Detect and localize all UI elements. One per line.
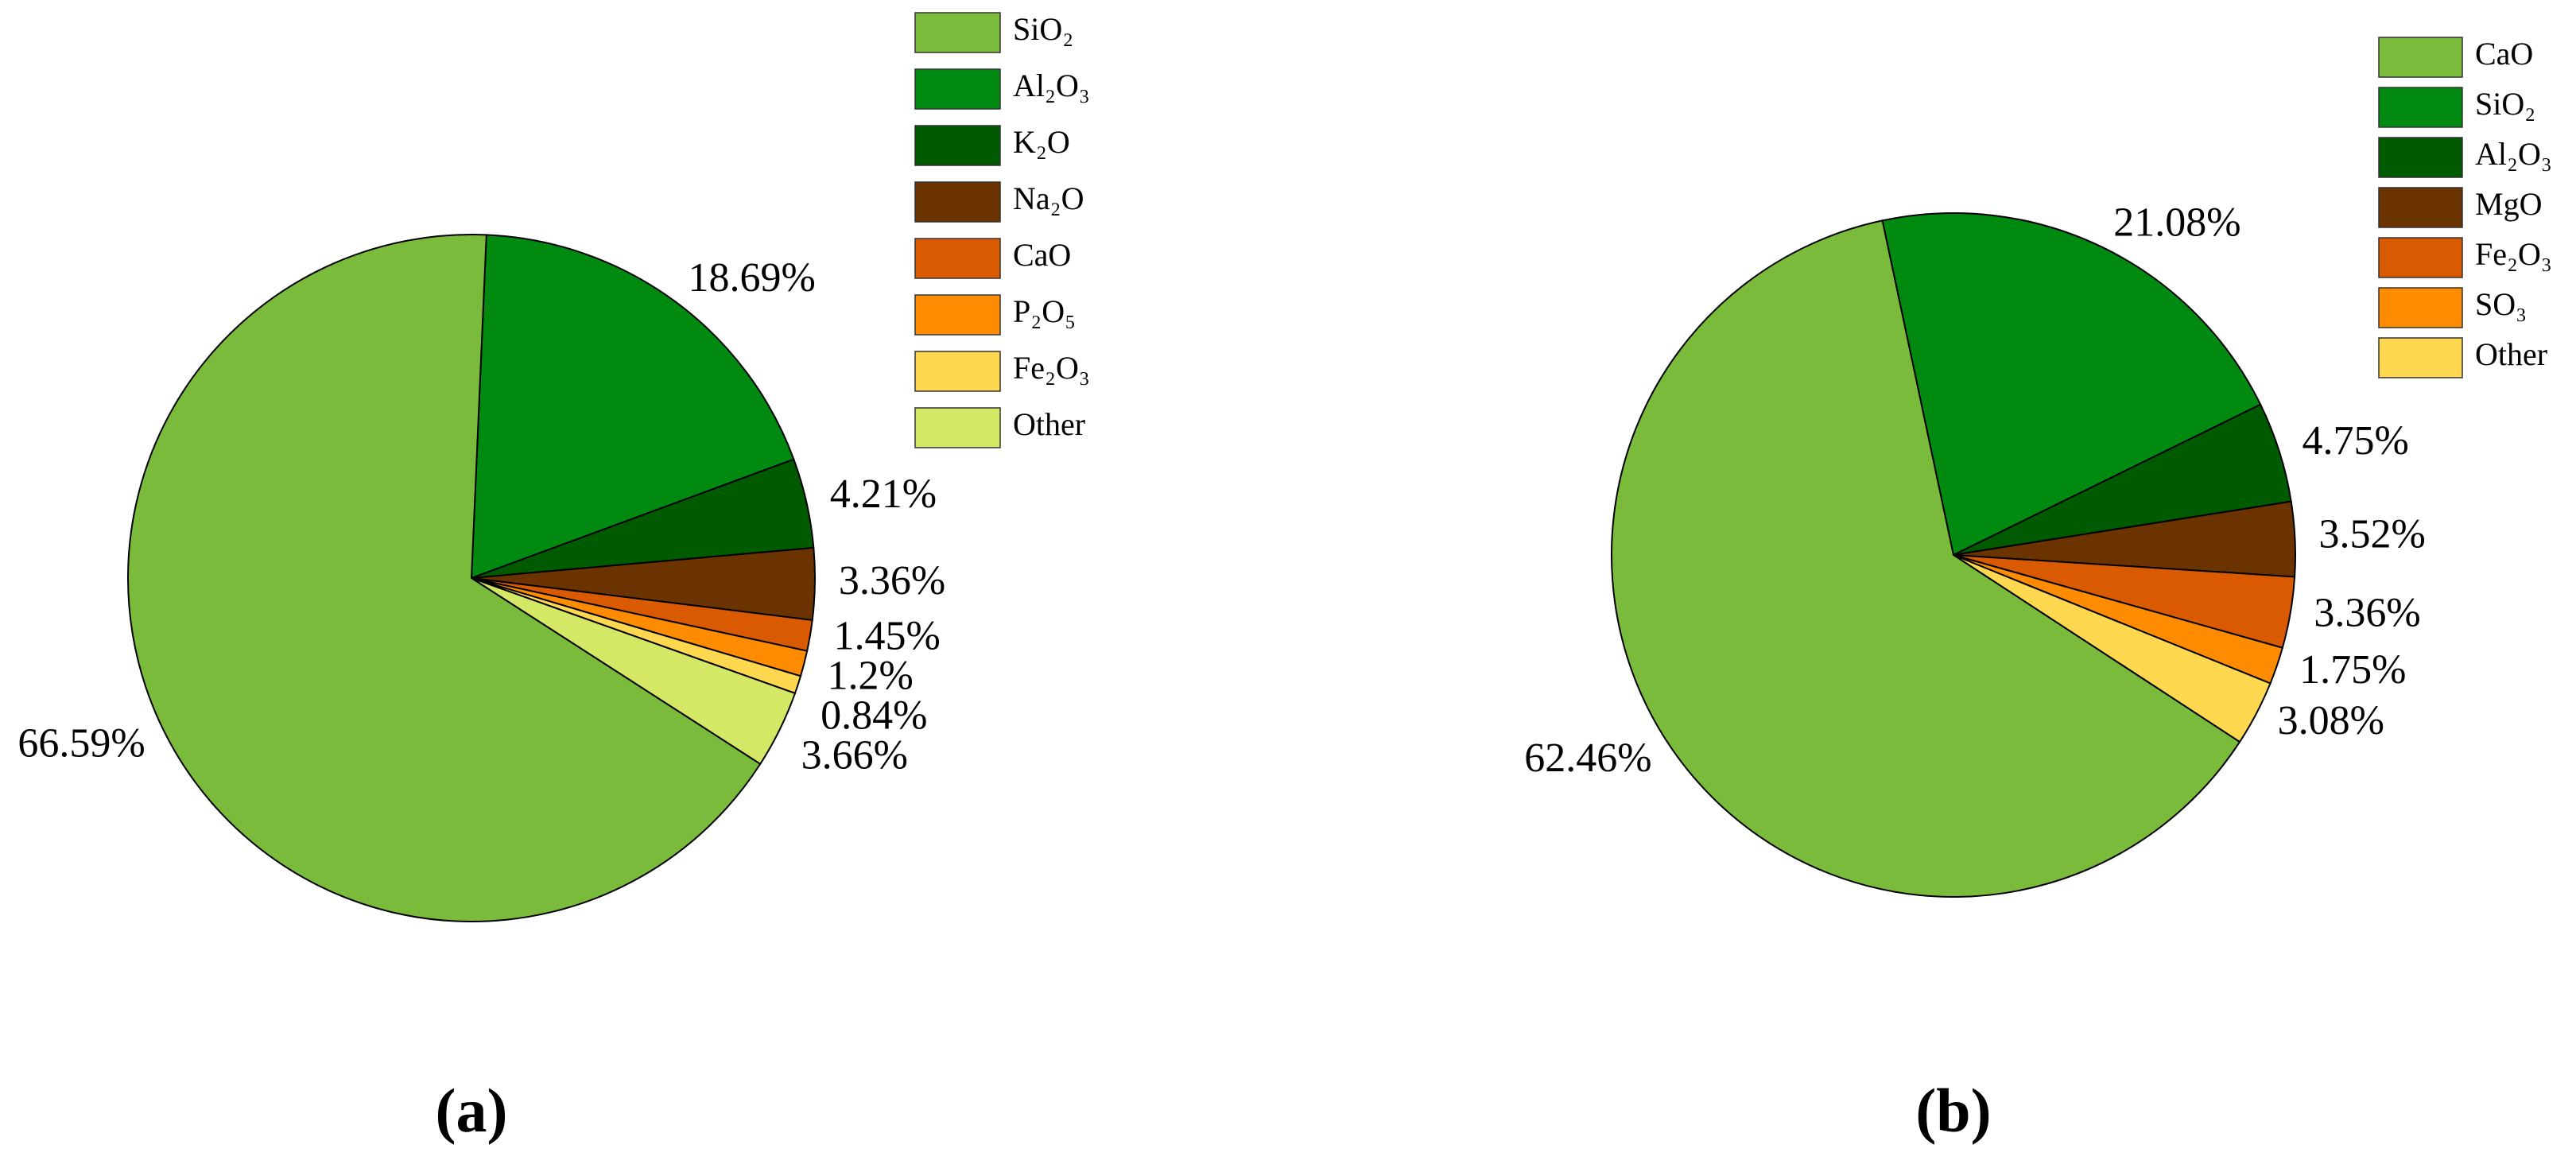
data-label: 1.75% — [2299, 647, 2406, 693]
legend-swatch — [2378, 37, 2463, 78]
legend-swatch — [914, 181, 1001, 223]
caption: (b) — [1915, 1076, 1991, 1145]
legend-label: Other — [1013, 406, 1085, 442]
legend-swatch — [2378, 237, 2463, 278]
legend-label: Al₂O₃ — [2475, 136, 2552, 172]
legend-swatch — [2378, 87, 2463, 128]
data-label: 3.08% — [2278, 698, 2384, 743]
data-label: 3.36% — [839, 558, 945, 603]
legend-label: Al₂O₃ — [1013, 68, 1090, 103]
legend-label: CaO — [2475, 36, 2533, 72]
pie-slice — [1611, 219, 2241, 898]
data-label: 4.75% — [2302, 418, 2409, 464]
pie-slice — [127, 234, 762, 922]
legend-label: K₂O — [1013, 124, 1070, 160]
legend-swatch — [914, 294, 1001, 336]
data-label: 1.45% — [833, 613, 940, 658]
legend-label: Fe₂O₃ — [1013, 350, 1090, 386]
data-label: 1.2% — [827, 653, 913, 698]
data-label: 18.69% — [688, 255, 815, 301]
pie-slice — [1881, 212, 2262, 557]
legend-swatch — [2378, 337, 2463, 378]
data-label: 62.46% — [1524, 735, 1651, 781]
data-label: 3.66% — [801, 732, 908, 778]
data-label: 66.59% — [17, 720, 145, 766]
legend-label: P₂O₅ — [1013, 293, 1076, 329]
data-label: 3.36% — [2314, 591, 2420, 636]
data-label: 21.08% — [2113, 200, 2240, 245]
legend-label: SO₃ — [2475, 286, 2527, 322]
data-label: 4.21% — [830, 472, 937, 517]
legend-label: SiO₂ — [2475, 86, 2535, 122]
legend-swatch — [2378, 187, 2463, 228]
legend-swatch — [914, 238, 1001, 279]
legend-label: CaO — [1013, 237, 1071, 273]
legend-label: Other — [2475, 336, 2547, 372]
legend-swatch — [2378, 137, 2463, 178]
legend-swatch — [2378, 287, 2463, 328]
caption: (a) — [436, 1076, 508, 1145]
legend-label: SiO₂ — [1013, 11, 1073, 47]
legend-swatch — [914, 351, 1001, 392]
data-label: 0.84% — [821, 693, 927, 738]
legend-swatch — [914, 125, 1001, 166]
legend-label: Na₂O — [1013, 180, 1084, 216]
legend-swatch — [914, 68, 1001, 110]
legend-label: Fe₂O₃ — [2475, 236, 2552, 272]
legend-swatch — [914, 12, 1001, 53]
legend-swatch — [914, 407, 1001, 448]
pie-slice — [470, 234, 795, 580]
legend-label: MgO — [2475, 186, 2542, 222]
data-label: 3.52% — [2318, 511, 2425, 557]
